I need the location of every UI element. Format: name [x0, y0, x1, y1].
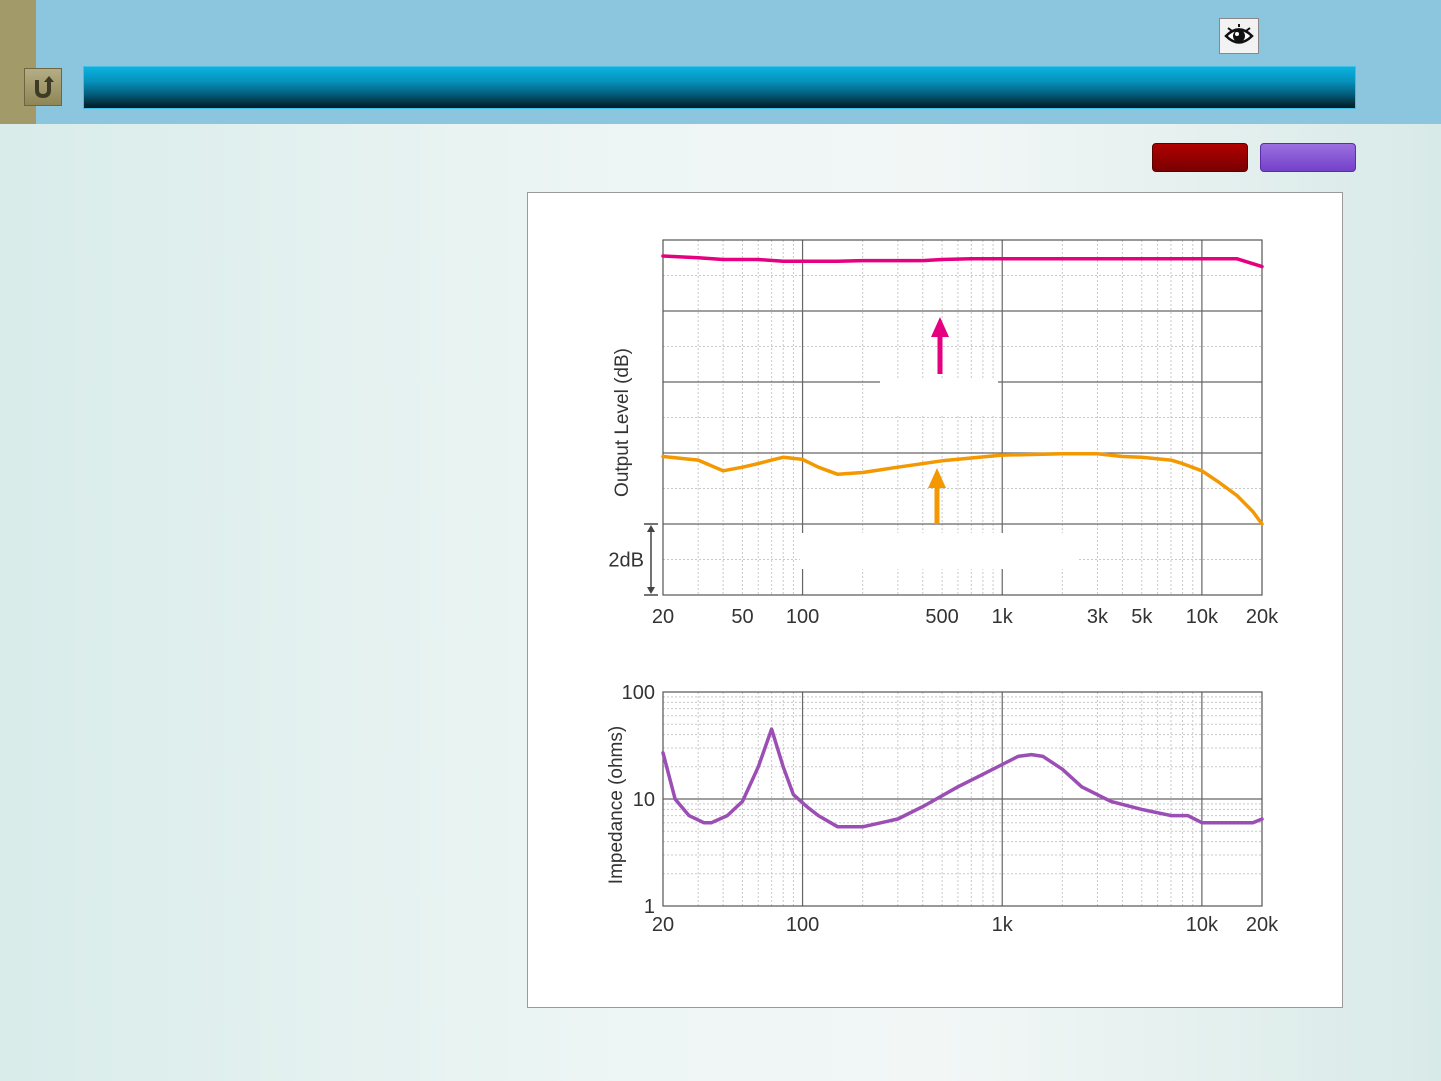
- y-tick-label: 1: [644, 896, 655, 918]
- x-tick-label: 1k: [992, 914, 1014, 936]
- plot-frame: [662, 239, 1263, 596]
- charts-svg: 2dB 20 50 100 500 1k 3k 5k 10k 20k Output Level (d…: [606, 239, 1279, 936]
- y-axis-label: Output Level (dB): [612, 348, 633, 497]
- y-tick-label: 10: [633, 789, 655, 811]
- impedance-chart: 20 100 1k 10k 20k 1 10 100 Impedance (ohms): [606, 682, 1279, 936]
- eye-icon: [1223, 22, 1255, 50]
- title-bar: [83, 66, 1356, 109]
- red-nav-button[interactable]: [1152, 143, 1248, 172]
- output-level-chart: 2dB 20 50 100 500 1k 3k 5k 10k 20k Output Level (d…: [608, 239, 1279, 628]
- plot-frame: [662, 691, 1263, 907]
- y-axis-label: Impedance (ohms): [606, 726, 627, 884]
- y-tick-label: 100: [622, 682, 655, 704]
- series-arrow-head: [928, 468, 946, 488]
- scale-indicator-head: [647, 587, 655, 594]
- x-tick-label: 500: [925, 606, 958, 628]
- series-arrow-head: [931, 317, 949, 337]
- back-button[interactable]: [24, 68, 62, 106]
- x-tick-label: 20k: [1246, 914, 1279, 936]
- x-tick-label: 100: [786, 606, 819, 628]
- series-line: [661, 727, 1264, 829]
- eye-button[interactable]: [1219, 18, 1259, 54]
- series-line: [661, 451, 1264, 526]
- x-tick-label: 1k: [992, 606, 1014, 628]
- label-patch: [880, 379, 998, 415]
- x-tick-label: 10k: [1186, 606, 1219, 628]
- x-tick-label: 5k: [1131, 606, 1153, 628]
- scale-indicator-head: [647, 525, 655, 532]
- x-tick-label: 20: [652, 606, 674, 628]
- chart-panel: 2dB 20 50 100 500 1k 3k 5k 10k 20k Output Level (d…: [527, 192, 1343, 1008]
- x-tick-label: 100: [786, 914, 819, 936]
- x-tick-label: 20: [652, 914, 674, 936]
- undo-arrow-icon: [30, 74, 56, 100]
- label-patch: [800, 533, 1078, 569]
- x-tick-label: 10k: [1186, 914, 1219, 936]
- scale-annotation: 2dB: [608, 550, 644, 572]
- x-tick-label: 3k: [1087, 606, 1109, 628]
- purple-nav-button[interactable]: [1260, 143, 1356, 172]
- x-tick-label: 50: [731, 606, 753, 628]
- series-line: [661, 254, 1264, 269]
- x-tick-label: 20k: [1246, 606, 1279, 628]
